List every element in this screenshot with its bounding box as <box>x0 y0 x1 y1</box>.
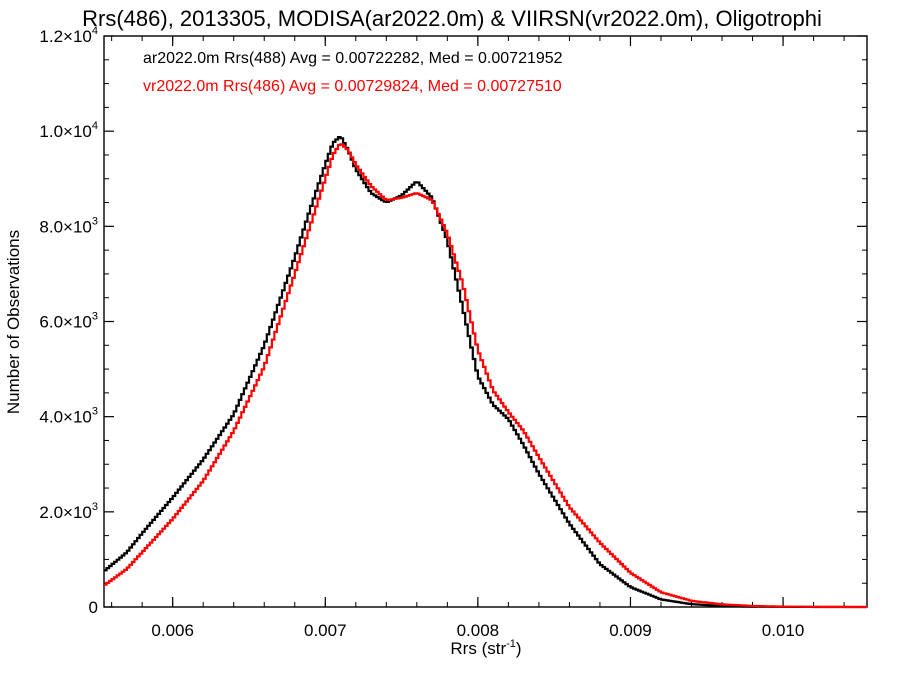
x-tick-label: 0.009 <box>609 621 652 640</box>
y-tick-exponent: 3 <box>92 311 98 323</box>
y-tick-label: 6.0×103 <box>39 311 98 332</box>
x-axis-label-main: Rrs (str <box>450 639 506 658</box>
y-tick-mantissa: 4.0×10 <box>39 408 91 427</box>
x-axis-label: Rrs (str-1) <box>450 638 521 658</box>
x-tick-label: 0.006 <box>151 621 194 640</box>
y-tick-mantissa: 1.0×10 <box>39 122 91 141</box>
y-tick-exponent: 3 <box>92 406 98 418</box>
x-axis-label-sup: -1 <box>506 638 516 650</box>
chart-title: Rrs(486), 2013305, MODISA(ar2022.0m) & V… <box>82 6 822 31</box>
x-tick-label: 0.010 <box>762 621 805 640</box>
y-tick-exponent: 4 <box>92 25 98 37</box>
x-axis: 0.006 0.007 0.008 0.009 0.010 <box>111 36 845 640</box>
x-axis-label-tail: ) <box>516 639 522 658</box>
y-tick-mantissa: 6.0×10 <box>39 313 91 332</box>
legend-entry-ar2022: ar2022.0m Rrs(488) Avg = 0.00722282, Med… <box>143 50 563 67</box>
y-tick-label: 0 <box>89 598 98 617</box>
y-tick-label: 1.2×104 <box>39 25 98 46</box>
y-tick-exponent: 3 <box>92 215 98 227</box>
y-tick-exponent: 4 <box>92 120 98 132</box>
y-tick-mantissa: 0 <box>89 598 98 617</box>
x-tick-label: 0.007 <box>304 621 347 640</box>
y-axis: 02.0×1034.0×1036.0×1038.0×1031.0×1041.2×… <box>39 25 867 617</box>
series-line-0 <box>104 136 867 609</box>
y-tick-mantissa: 1.2×10 <box>39 27 91 46</box>
series-layer <box>104 136 867 609</box>
series-line-1 <box>104 143 867 609</box>
y-tick-mantissa: 2.0×10 <box>39 503 91 522</box>
y-tick-label: 2.0×103 <box>39 501 98 522</box>
y-axis-label: Number of Observations <box>4 230 23 414</box>
y-tick-exponent: 3 <box>92 501 98 513</box>
x-tick-label: 0.008 <box>457 621 500 640</box>
y-tick-label: 4.0×103 <box>39 406 98 427</box>
legend-entry-vr2022: vr2022.0m Rrs(486) Avg = 0.00729824, Med… <box>143 78 562 95</box>
plot-frame <box>103 35 868 608</box>
y-tick-label: 1.0×104 <box>39 120 98 141</box>
y-tick-mantissa: 8.0×10 <box>39 217 91 236</box>
y-tick-label: 8.0×103 <box>39 215 98 236</box>
